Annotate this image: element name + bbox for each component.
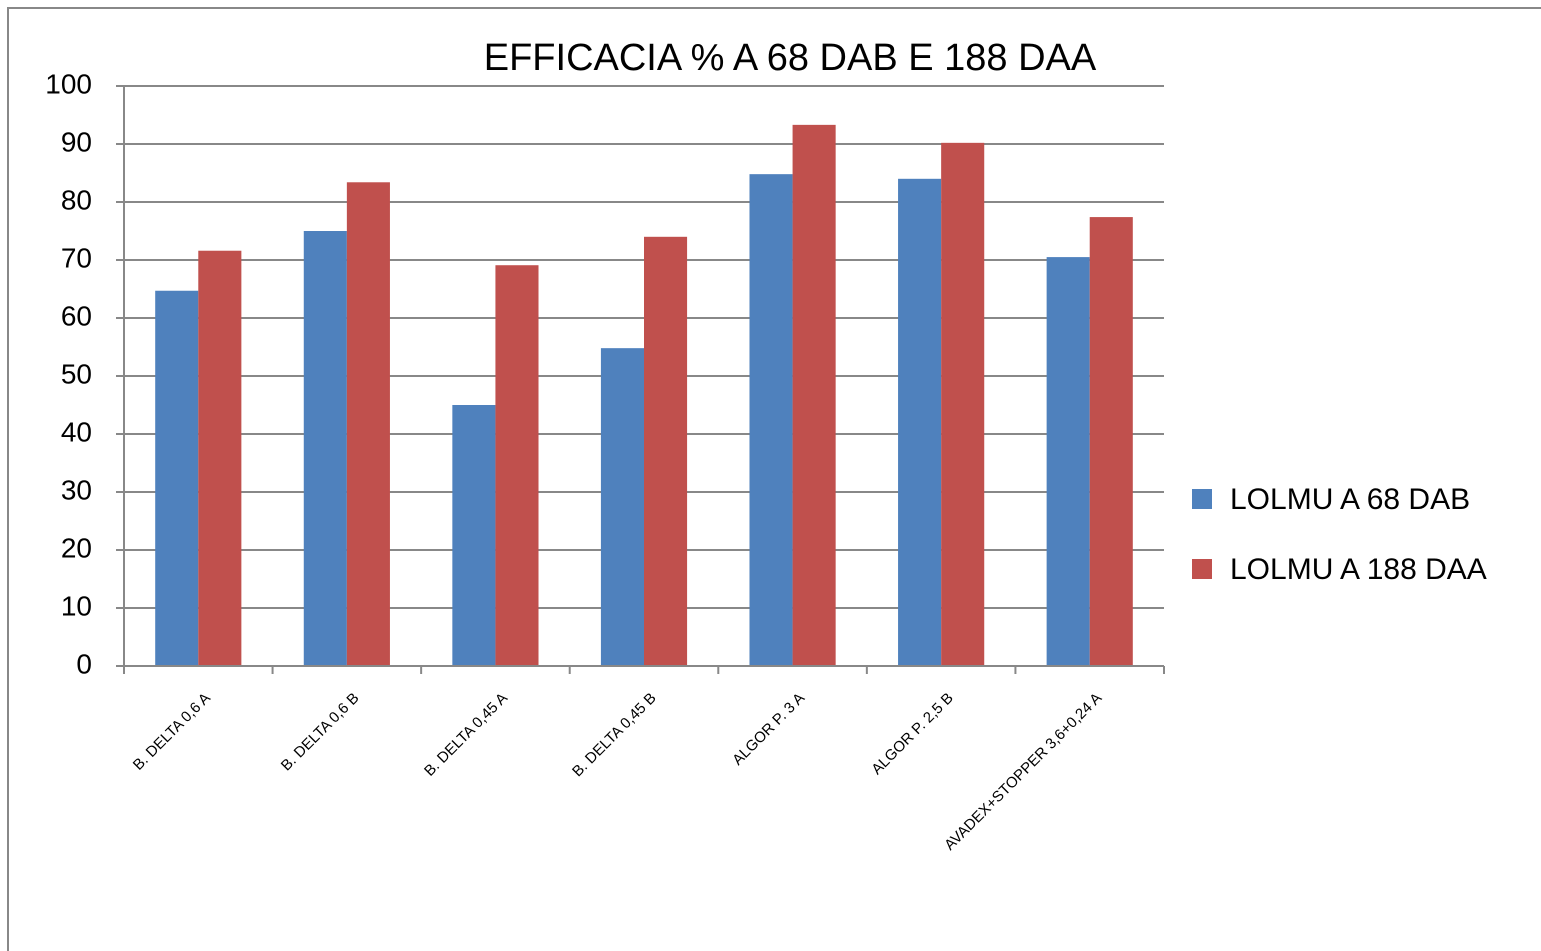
bar bbox=[155, 290, 199, 666]
y-tick-label: 10 bbox=[61, 590, 92, 621]
y-tick-label: 0 bbox=[76, 648, 92, 679]
bar bbox=[792, 124, 836, 667]
y-tick-label: 70 bbox=[61, 242, 92, 273]
y-tick-label: 20 bbox=[61, 532, 92, 563]
chart-title: EFFICACIA % A 68 DAB E 188 DAA bbox=[484, 37, 1097, 79]
bar bbox=[1046, 257, 1090, 666]
legend-label: LOLMU A 68 DAB bbox=[1230, 483, 1470, 516]
bar bbox=[1089, 217, 1133, 666]
bar bbox=[452, 405, 496, 666]
bar bbox=[644, 236, 688, 667]
bar bbox=[198, 250, 242, 666]
y-tick-label: 40 bbox=[61, 416, 92, 447]
bar bbox=[346, 182, 390, 666]
legend-label: LOLMU A 188 DAA bbox=[1230, 553, 1487, 586]
y-tick-label: 30 bbox=[61, 474, 92, 505]
y-tick-label: 60 bbox=[61, 300, 92, 331]
bar bbox=[749, 174, 793, 666]
y-tick-label: 50 bbox=[61, 358, 92, 389]
bar bbox=[898, 178, 942, 667]
bar bbox=[600, 348, 644, 666]
bar bbox=[495, 265, 539, 666]
y-tick-label: 80 bbox=[61, 184, 92, 215]
legend-swatch bbox=[1192, 559, 1212, 579]
bar bbox=[941, 142, 985, 667]
legend-swatch bbox=[1192, 489, 1212, 509]
y-tick-label: 100 bbox=[45, 68, 92, 99]
bar bbox=[303, 231, 347, 666]
y-tick-label: 90 bbox=[61, 126, 92, 157]
